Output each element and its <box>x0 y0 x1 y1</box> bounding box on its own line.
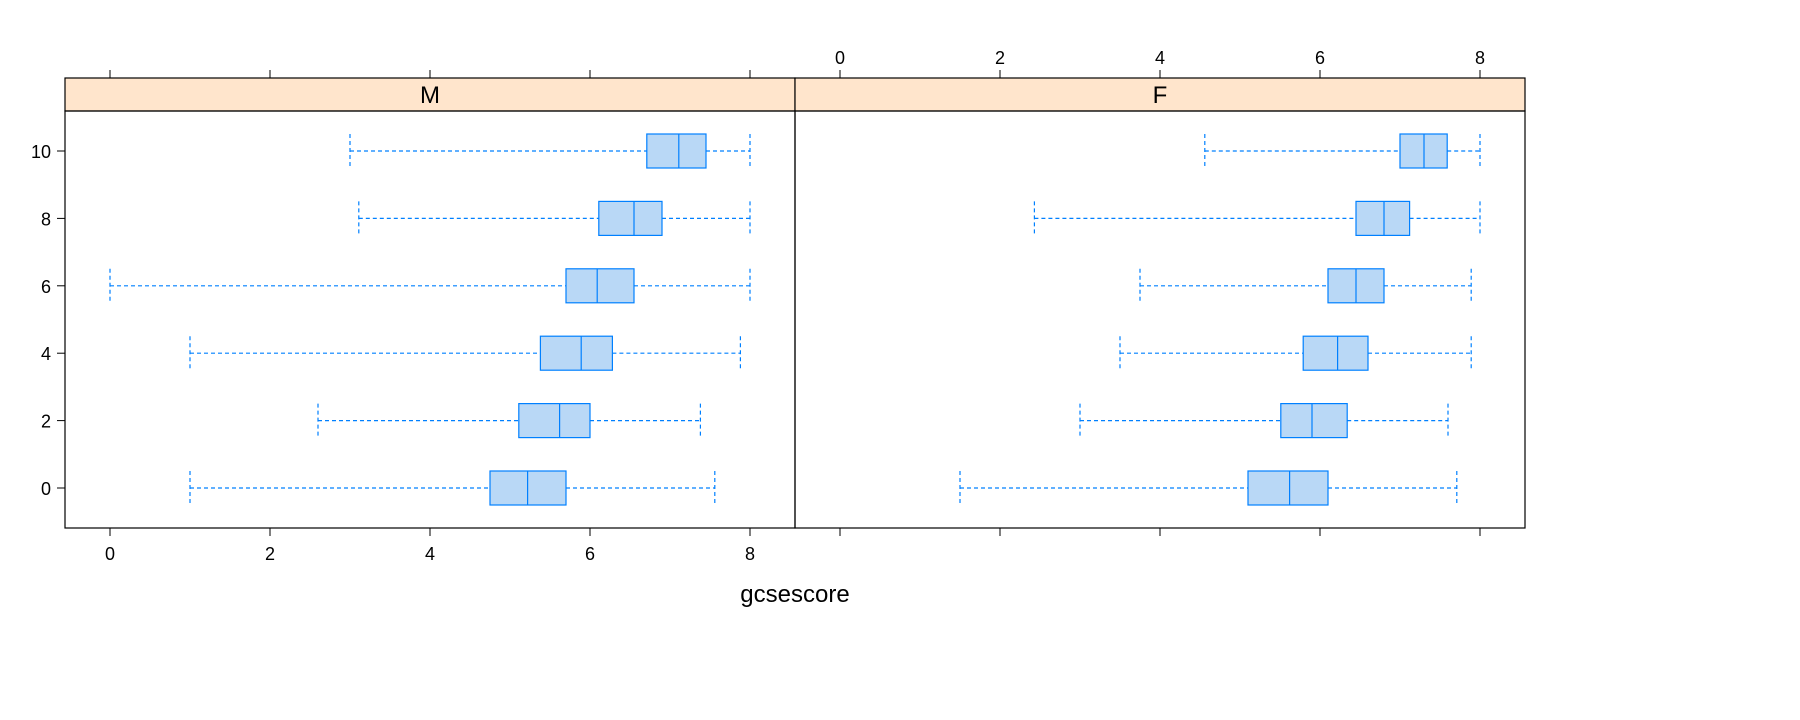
x-tick-label: 8 <box>745 544 755 564</box>
y-tick-label: 10 <box>31 142 51 162</box>
x-tick-label: 2 <box>995 48 1005 68</box>
strip-label: M <box>420 82 440 109</box>
x-tick-label: 6 <box>585 544 595 564</box>
x-tick-label: 0 <box>835 48 845 68</box>
box-M-10 <box>646 133 707 169</box>
box-M-4 <box>539 335 614 371</box>
y-tick-label: 2 <box>41 412 51 432</box>
box-M-6 <box>565 268 635 304</box>
panel-frame <box>64 110 796 529</box>
y-tick-label: 6 <box>41 277 51 297</box>
x-tick-label: 2 <box>265 544 275 564</box>
panel-frame <box>794 110 1526 529</box>
box-M-2 <box>518 403 591 439</box>
x-tick-label: 8 <box>1475 48 1485 68</box>
box-F-4 <box>1302 335 1369 371</box>
y-tick-label: 4 <box>41 344 51 364</box>
x-tick-label: 6 <box>1315 48 1325 68</box>
y-tick-label: 0 <box>41 479 51 499</box>
box-F-0 <box>1247 470 1329 506</box>
strip-M <box>64 77 796 112</box>
box-M-8 <box>598 200 663 236</box>
x-tick-label: 4 <box>1155 48 1165 68</box>
y-tick-label: 8 <box>41 209 51 229</box>
x-axis-label: gcsescore <box>740 581 849 608</box>
strip-label: F <box>1153 82 1168 109</box>
plot-layer: M 0 2 4 6 8 F 0 2 4 6 8 0 2 4 6 8 10 <box>31 48 1526 564</box>
x-tick-label: 4 <box>425 544 435 564</box>
box-F-2 <box>1280 403 1348 439</box>
box-F-8 <box>1355 200 1411 236</box>
x-tick-label: 0 <box>105 544 115 564</box>
